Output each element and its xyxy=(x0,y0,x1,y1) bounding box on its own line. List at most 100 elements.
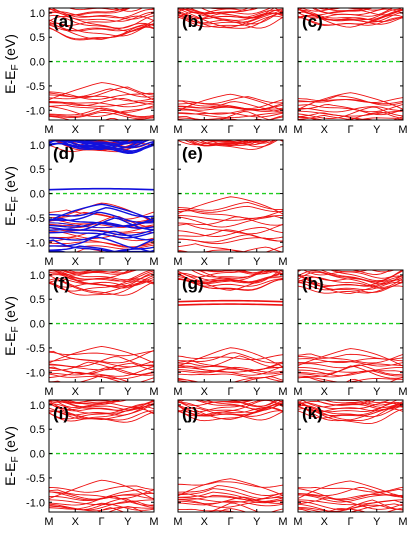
x-tick-label: Γ xyxy=(98,124,104,136)
x-tick-label: Γ xyxy=(98,516,104,528)
band-line xyxy=(49,499,154,506)
band-line xyxy=(178,246,283,252)
y-axis-title: E-EF (eV) xyxy=(2,296,21,356)
band-line xyxy=(298,9,403,20)
band-line xyxy=(311,8,369,14)
x-tick-label: M xyxy=(44,124,53,136)
band-line xyxy=(49,349,154,364)
band-line xyxy=(49,410,154,423)
band-line xyxy=(298,275,403,283)
band-line xyxy=(301,400,373,408)
x-tick-label: M xyxy=(173,516,182,528)
band-line xyxy=(178,270,283,278)
x-tick-label: M xyxy=(278,256,287,268)
panel-label: (b) xyxy=(182,12,204,31)
band-line xyxy=(298,270,403,285)
band-line xyxy=(49,362,154,375)
band-line xyxy=(107,506,145,512)
band-line xyxy=(63,400,121,405)
band-line xyxy=(298,493,403,500)
x-tick-label: Y xyxy=(124,386,132,398)
band-line xyxy=(49,109,154,118)
band-line xyxy=(178,400,283,411)
x-tick-label: X xyxy=(321,124,329,136)
x-tick-label: Γ xyxy=(347,386,353,398)
band-line xyxy=(49,22,154,32)
band-line xyxy=(49,350,154,357)
x-tick-label: M xyxy=(173,256,182,268)
band-line xyxy=(298,487,403,497)
band-line xyxy=(178,478,283,497)
band-line xyxy=(298,8,403,21)
band-line xyxy=(52,270,131,281)
band-line xyxy=(298,281,403,291)
x-tick-label: Γ xyxy=(227,256,233,268)
panel-label: (j) xyxy=(182,404,198,423)
x-tick-label: Γ xyxy=(347,516,353,528)
x-tick-label: M xyxy=(149,386,158,398)
band-line xyxy=(49,502,154,511)
band-line xyxy=(49,8,154,16)
x-tick-label: X xyxy=(321,516,329,528)
panel-label: (k) xyxy=(302,404,323,423)
band-line xyxy=(187,140,249,147)
panel-b: M X Γ Y M (b) xyxy=(173,7,288,136)
x-tick-label: M xyxy=(293,386,302,398)
band-line xyxy=(178,9,283,20)
band-line xyxy=(49,410,154,421)
x-tick-label: Γ xyxy=(98,386,104,398)
band-line xyxy=(49,374,131,382)
band-line xyxy=(49,403,154,412)
band-line xyxy=(178,216,283,226)
y-tick-label: -1.0 xyxy=(26,367,45,379)
band-line xyxy=(298,405,403,418)
band-line xyxy=(49,25,154,41)
band-line xyxy=(49,400,154,412)
y-tick-label: 1.0 xyxy=(30,400,45,412)
band-line xyxy=(298,503,403,512)
band-line xyxy=(346,8,373,10)
band-line xyxy=(298,360,403,367)
y-tick-label: -1.0 xyxy=(26,497,45,509)
x-tick-label: M xyxy=(44,256,53,268)
y-axis-title: E-EF (eV) xyxy=(2,34,21,94)
x-tick-label: Y xyxy=(124,256,132,268)
band-line xyxy=(49,107,154,117)
x-tick-label: M xyxy=(293,124,302,136)
band-line xyxy=(178,196,283,215)
band-line xyxy=(298,95,403,106)
band-line xyxy=(298,406,403,422)
band-line xyxy=(298,110,403,117)
band-line xyxy=(49,16,154,32)
band-line xyxy=(49,203,154,222)
x-tick-label: Γ xyxy=(227,516,233,528)
x-tick-label: M xyxy=(149,256,158,268)
band-line xyxy=(49,278,154,287)
band-line xyxy=(178,485,283,496)
band-line xyxy=(49,105,154,117)
y-tick-label: 0.0 xyxy=(30,319,45,331)
y-tick-label: -0.5 xyxy=(26,213,45,225)
x-tick-label: M xyxy=(278,386,287,398)
band-line xyxy=(49,95,154,102)
band-line xyxy=(178,237,283,245)
y-tick-label: -1.0 xyxy=(26,237,45,249)
band-line xyxy=(178,226,283,237)
band-line xyxy=(63,270,97,273)
band-line xyxy=(49,11,154,20)
x-tick-label: X xyxy=(201,386,209,398)
band-line xyxy=(49,187,154,191)
band-line xyxy=(49,206,154,218)
panel-label: (e) xyxy=(182,144,203,163)
x-tick-label: M xyxy=(293,516,302,528)
band-line xyxy=(178,12,283,29)
band-line xyxy=(49,485,154,493)
band-line xyxy=(60,270,124,275)
band-line xyxy=(49,222,154,229)
x-tick-label: M xyxy=(149,516,158,528)
band-line xyxy=(298,402,403,413)
x-tick-label: Γ xyxy=(227,386,233,398)
x-tick-label: X xyxy=(72,516,80,528)
band-line xyxy=(360,400,391,403)
